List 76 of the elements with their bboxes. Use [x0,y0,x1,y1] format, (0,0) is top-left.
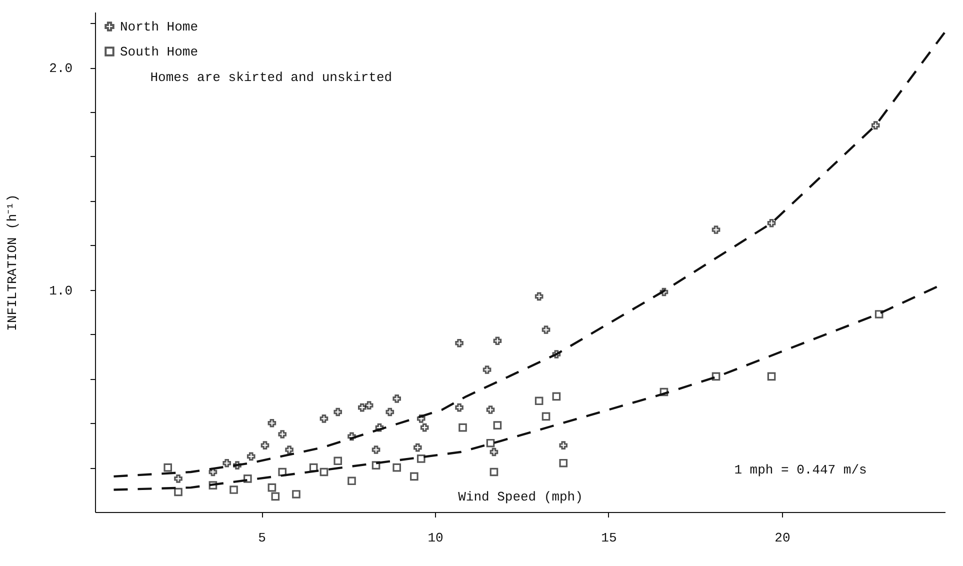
point [386,408,394,416]
point [364,401,374,410]
point [493,421,502,430]
x-tick-label: 5 [258,530,266,546]
point [874,310,884,318]
y-tick-label: 1.0 [49,283,72,298]
point [348,432,356,441]
point [164,463,172,472]
point [233,461,242,470]
point [268,483,276,492]
x-axis-title: Wind Speed (mph) [458,490,583,504]
point [410,472,418,481]
point [174,474,182,483]
point [348,476,356,486]
y-axis-title: INFILTRATION (h⁻¹) [5,194,20,331]
point [660,388,668,396]
x-tick-label: 10 [428,530,444,546]
point [493,336,502,346]
point [285,446,294,454]
point [392,394,401,403]
point [271,492,280,501]
point [416,454,426,463]
point [208,481,218,490]
x-tick-label: 15 [601,530,617,546]
point [320,468,328,476]
point [320,414,328,423]
point [246,452,256,461]
point [414,443,422,452]
point [372,461,380,470]
point [871,121,880,130]
legend-label: North Home [120,20,198,34]
point [534,396,544,406]
point [416,414,426,423]
point [230,486,238,494]
legend-label: South Home [120,44,198,60]
point [222,458,231,468]
point [334,408,342,416]
point [552,392,561,401]
point [660,288,668,296]
point [490,448,498,456]
point [174,488,182,496]
point [559,441,568,450]
point [490,468,498,476]
point [268,418,276,428]
point [260,441,270,450]
point [392,463,401,472]
point [244,474,252,483]
point [542,326,550,334]
point [455,338,464,348]
point [278,468,286,476]
annotation: 1 mph = 0.447 m/s [734,462,867,478]
point [767,218,776,228]
point [334,456,342,466]
x-tick-label: 20 [774,530,790,546]
point [542,412,550,421]
point [486,438,495,448]
point [534,292,544,301]
point [278,430,286,438]
point [309,463,318,472]
point [712,372,720,381]
point [712,226,720,234]
point [372,446,380,454]
annotation: Homes are skirted and unskirted [150,70,392,85]
point [455,403,464,412]
point [767,372,776,381]
point [559,458,568,468]
point [420,423,429,432]
point [292,490,300,498]
point [482,366,492,374]
point [208,468,218,476]
point [552,350,561,358]
point [358,403,366,412]
point [486,406,495,414]
point [458,423,467,432]
y-tick-label: 2.0 [49,61,72,76]
point [375,423,384,432]
